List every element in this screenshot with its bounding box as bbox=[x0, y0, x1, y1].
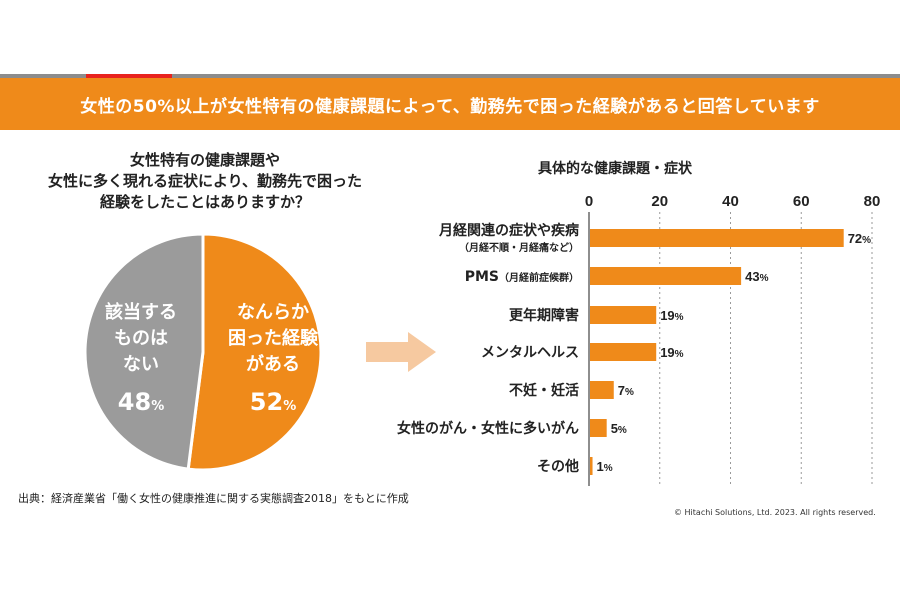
question-line-3: 経験をしたことはありますか？ bbox=[99, 193, 310, 211]
bar-value-label: 1% bbox=[597, 459, 613, 474]
category-label: 更年期障害 bbox=[509, 307, 579, 324]
bar-value-label: 19% bbox=[660, 345, 683, 360]
pie-slice-yes bbox=[186, 232, 323, 472]
top-rule bbox=[0, 74, 900, 78]
bar-value-label: 43% bbox=[745, 269, 768, 284]
pie-label-no: 該当する ものは ない bbox=[86, 300, 196, 378]
pie-label-yes-line-3: がある bbox=[246, 354, 300, 375]
question-line-1: 女性特有の健康課題や bbox=[129, 151, 280, 169]
pie-slice-no bbox=[83, 232, 205, 471]
pie-value-yes: 52% bbox=[228, 388, 318, 416]
bar bbox=[590, 267, 742, 285]
category-label: 女性のがん・女性に多いがん bbox=[397, 420, 579, 437]
top-rule-accent bbox=[86, 74, 172, 78]
category-label: PMS（月経前症候群） bbox=[465, 269, 579, 285]
pie-label-yes-line-2: 困った経験 bbox=[228, 328, 318, 349]
pie-label-no-line-2: ものは bbox=[114, 328, 168, 349]
headline-banner: 女性の50%以上が女性特有の健康課題によって、勤務先で困った経験があると回答して… bbox=[0, 78, 900, 130]
x-tick-label: 40 bbox=[722, 193, 739, 210]
pie-value-no: 48% bbox=[96, 388, 186, 416]
survey-question: 女性特有の健康課題や 女性に多く現れる症状により、勤務先で困った 経験をしたこと… bbox=[30, 150, 380, 213]
arrow-right-icon bbox=[366, 332, 436, 372]
pie-label-yes: なんらか 困った経験 がある bbox=[213, 300, 333, 378]
category-sublabel: （月経不順・月経痛など） bbox=[459, 241, 579, 254]
question-line-2: 女性に多く現れる症状により、勤務先で困った bbox=[47, 172, 363, 190]
pie-value-yes-number: 52 bbox=[249, 388, 284, 416]
bar bbox=[590, 306, 657, 324]
source-note: 出典：経済産業省「働く女性の健康推進に関する実態調査2018」をもとに作成 bbox=[18, 492, 409, 505]
headline-text: 女性の50%以上が女性特有の健康課題によって、勤務先で困った経験があると回答して… bbox=[80, 96, 820, 117]
bar bbox=[590, 419, 607, 437]
category-label: メンタルヘルス bbox=[481, 345, 579, 361]
bar-value-label: 72% bbox=[848, 231, 871, 246]
bar bbox=[590, 343, 657, 361]
pie-label-no-line-1: 該当する bbox=[105, 302, 177, 323]
pie-label-no-line-3: ない bbox=[123, 354, 159, 375]
x-tick-label: 0 bbox=[585, 193, 593, 210]
bar-chart-title: 具体的な健康課題・症状 bbox=[538, 161, 692, 177]
category-label: 月経関連の症状や疾病 bbox=[438, 222, 579, 239]
x-tick-label: 60 bbox=[793, 193, 810, 210]
x-tick-label: 20 bbox=[651, 193, 668, 210]
category-label: その他 bbox=[537, 458, 579, 475]
pie-label-yes-line-1: なんらか bbox=[237, 302, 309, 323]
bar bbox=[590, 457, 593, 475]
copyright-note: © Hitachi Solutions, Ltd. 2023. All righ… bbox=[674, 508, 876, 517]
category-label: 不妊・妊活 bbox=[509, 382, 579, 399]
bar bbox=[590, 381, 614, 399]
bar-value-label: 19% bbox=[660, 308, 683, 323]
bar-value-label: 5% bbox=[611, 421, 627, 436]
pie-value-no-unit: % bbox=[151, 399, 165, 414]
pie-value-yes-unit: % bbox=[283, 399, 297, 414]
x-tick-label: 80 bbox=[864, 193, 881, 210]
bar-value-label: 7% bbox=[618, 383, 634, 398]
pie-value-no-number: 48 bbox=[117, 388, 152, 416]
bar bbox=[590, 229, 844, 247]
